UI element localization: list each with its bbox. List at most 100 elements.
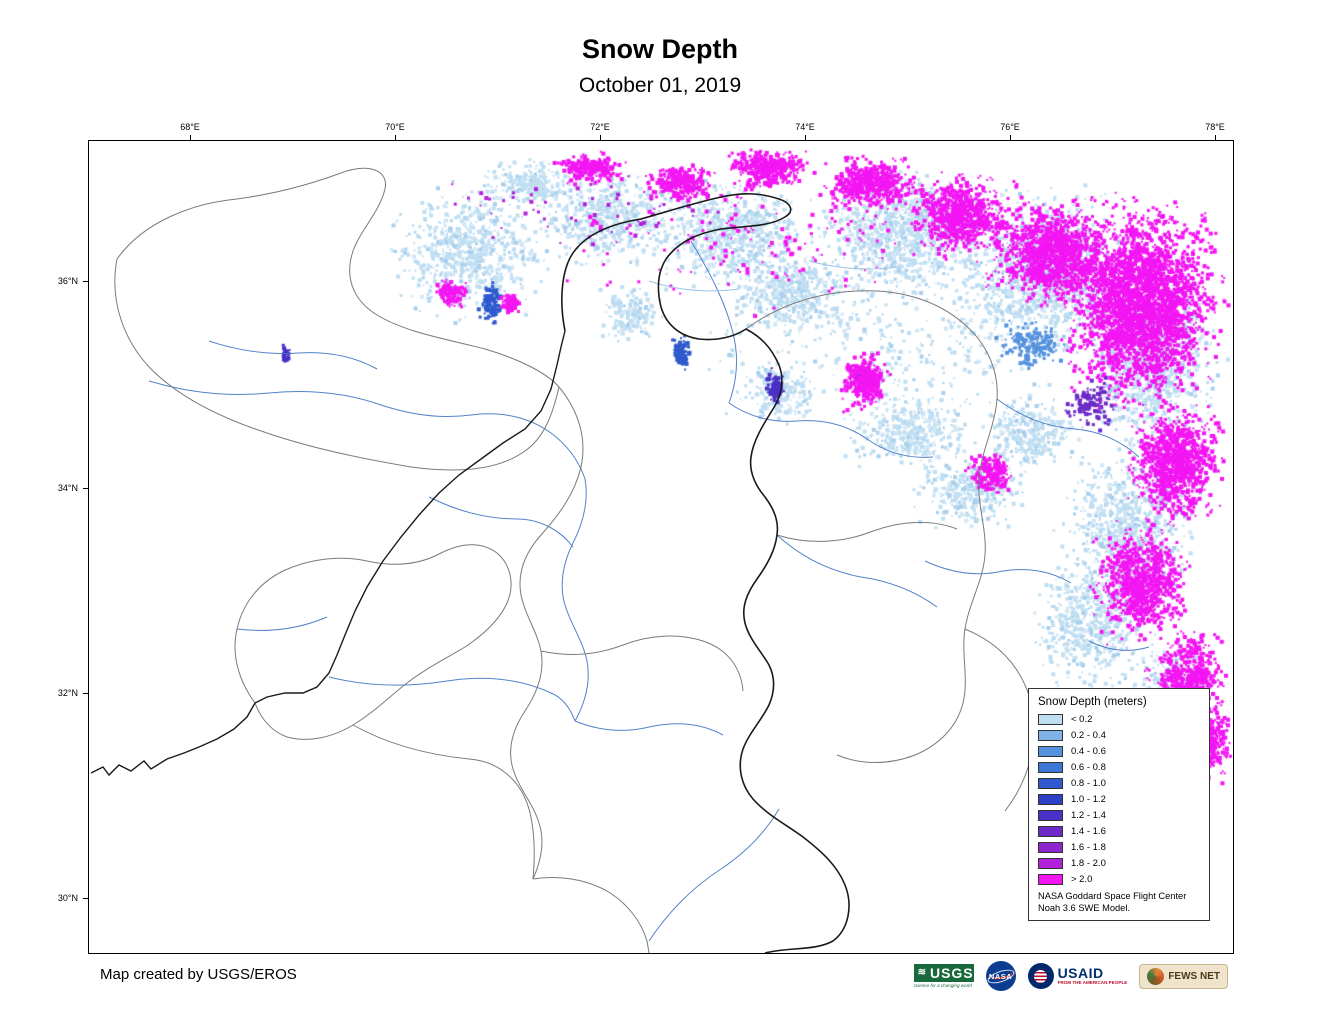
x-tick-label: 72°E [590,122,610,132]
country-border [561,193,850,953]
usaid-logo: USAID FROM THE AMERICAN PEOPLE [1027,963,1128,989]
river [561,478,589,722]
usaid-seal-inner-icon [1034,969,1048,983]
page-subtitle: October 01, 2019 [578,74,742,97]
basin-boundary [234,544,512,740]
y-tick-mark [83,488,88,489]
legend-swatch [1038,810,1063,821]
legend-class-label: > 2.0 [1071,874,1093,885]
river [208,340,378,370]
river [924,560,1072,584]
logos-bar: ≋ USGS science for a changing world NASA… [913,956,1228,996]
usgs-wordmark: ≋ USGS [913,963,974,983]
legend-swatch [1038,762,1063,773]
river [728,402,934,458]
legend-class-label: 1.6 - 1.8 [1071,842,1106,853]
legend-item: 1.0 - 1.2 [1038,794,1200,805]
map-credit: Map created by USGS/EROS [100,966,297,983]
x-tick-mark [1010,135,1011,140]
legend-swatch [1038,874,1063,885]
basin-boundary [532,877,650,953]
legend-item: < 0.2 [1038,714,1200,725]
basin-boundary [540,635,744,692]
legend-swatch [1038,746,1063,757]
river [148,380,472,417]
y-tick-mark [83,898,88,899]
legend-class-label: 1.4 - 1.6 [1071,826,1106,837]
legend-item: > 2.0 [1038,874,1200,885]
watershed-boundaries-layer [114,167,1035,953]
usaid-tagline: FROM THE AMERICAN PEOPLE [1057,980,1128,986]
y-tick-label: 36°N [57,276,78,286]
legend-class-label: < 0.2 [1071,714,1093,725]
river [690,240,737,404]
legend-swatch [1038,842,1063,853]
x-tick-mark [190,135,191,140]
basin-boundary [116,167,560,388]
map-vector-layers [90,167,1150,953]
country-border [90,330,566,777]
usaid-seal-icon [1027,963,1054,989]
x-axis-ticks: 68°E 70°E 72°E 74°E 76°E 78°E [88,116,1232,140]
usgs-wave-icon: ≋ [917,967,927,979]
legend-title: Snow Depth (meters) [1038,696,1147,708]
legend-class-label: 0.8 - 1.0 [1071,778,1106,789]
legend-swatch [1038,826,1063,837]
legend-class-label: 0.4 - 0.6 [1071,746,1106,757]
river [328,676,576,722]
legend-item: 1.4 - 1.6 [1038,826,1200,837]
legend-item: 0.6 - 0.8 [1038,762,1200,773]
stream [648,280,740,292]
legend-class-label: 1.2 - 1.4 [1071,810,1106,821]
nasa-name: NASA [988,971,1013,981]
y-tick-mark [83,281,88,282]
legend-class-label: 1.8 - 2.0 [1071,858,1106,869]
legend-source-text: NASA Goddard Space Flight Center Noah 3.… [1038,891,1187,914]
usaid-text: USAID FROM THE AMERICAN PEOPLE [1058,966,1128,986]
legend-items: < 0.2 0.2 - 0.4 0.4 - 0.6 0.6 - 0.8 0.8 - 1.… [1038,714,1200,885]
river [574,720,724,736]
legend-item: 0.8 - 1.0 [1038,778,1200,789]
x-tick-label: 74°E [795,122,815,132]
y-axis-ticks: 36°N 34°N 32°N 30°N [30,140,88,952]
river [648,808,780,942]
y-tick-mark [83,693,88,694]
legend-item: 1.8 - 2.0 [1038,858,1200,869]
y-tick-label: 32°N [57,688,78,698]
basin-boundary [745,290,998,763]
x-tick-mark [805,135,806,140]
usgs-name: USGS [929,964,974,981]
legend-swatch [1038,730,1063,741]
nasa-logo: NASA [985,961,1016,991]
legend-item: 1.2 - 1.4 [1038,810,1200,821]
legend-swatch [1038,714,1063,725]
usaid-name: USAID [1057,965,1104,982]
x-tick-label: 68°E [180,122,200,132]
river [428,496,574,548]
river [470,413,586,480]
page-title: Snow Depth [582,34,738,64]
x-tick-label: 76°E [1000,122,1020,132]
basin-boundary [352,724,535,880]
basin-boundary [776,522,958,542]
legend-class-label: 1.0 - 1.2 [1071,794,1106,805]
fewsnet-globe-icon [1147,967,1165,985]
legend-swatch [1038,858,1063,869]
streams-layer [648,260,900,292]
legend-panel: Snow Depth (meters) < 0.2 0.2 - 0.4 0.4 - … [1028,688,1210,922]
fewsnet-name: FEWS NET [1168,970,1220,982]
legend-item: 0.2 - 0.4 [1038,730,1200,741]
rivers-layer [148,240,1150,942]
x-tick-label: 78°E [1205,122,1225,132]
x-tick-label: 70°E [385,122,405,132]
legend-item: 1.6 - 1.8 [1038,842,1200,853]
legend-swatch [1038,778,1063,789]
y-tick-label: 34°N [57,483,78,493]
x-tick-mark [395,135,396,140]
basin-boundary [114,258,560,471]
legend-class-label: 0.6 - 0.8 [1071,762,1106,773]
fewsnet-logo: FEWS NET [1139,963,1228,989]
usgs-tagline: science for a changing world [913,983,972,989]
x-tick-mark [1215,135,1216,140]
